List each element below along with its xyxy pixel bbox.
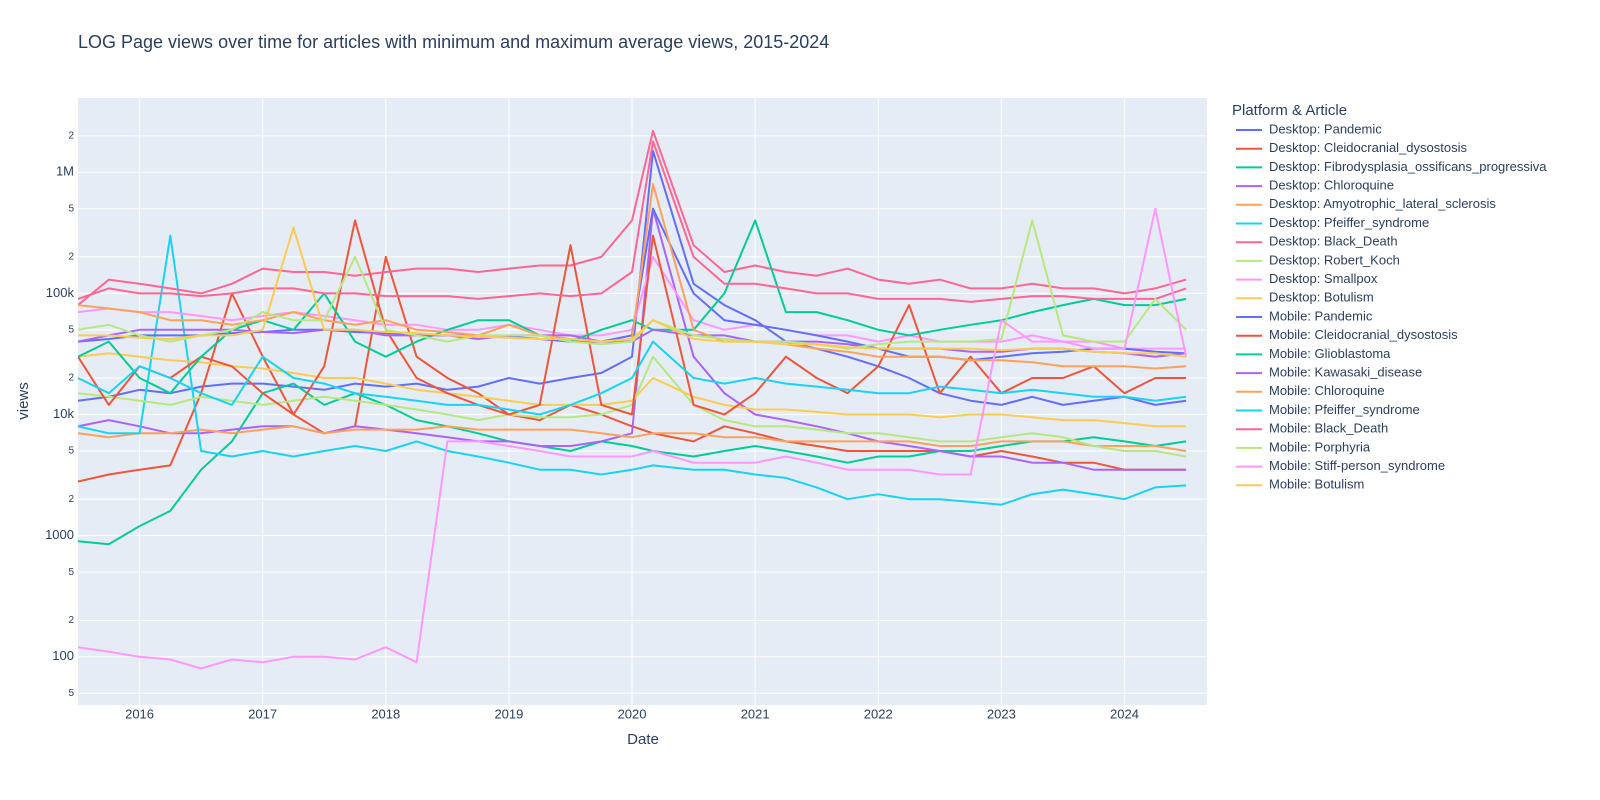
legend-label: Mobile: Glioblastoma [1269, 346, 1391, 361]
legend-label: Mobile: Pfeiffer_syndrome [1269, 402, 1420, 417]
y-tick-label: 2 [68, 130, 74, 141]
legend-label: Desktop: Amyotrophic_lateral_sclerosis [1269, 196, 1496, 211]
legend-label: Desktop: Fibrodysplasia_ossificans_progr… [1269, 159, 1547, 174]
y-tick-label: 5 [68, 567, 74, 578]
series-line [78, 352, 1187, 428]
x-tick-label: 2017 [248, 706, 277, 721]
x-tick-label: 2020 [618, 706, 647, 721]
plot-area [78, 98, 1207, 705]
legend-label: Desktop: Black_Death [1269, 234, 1398, 249]
series-line [78, 234, 1187, 506]
legend-label: Desktop: Robert_Koch [1269, 252, 1400, 267]
y-tick-label: 10k [53, 406, 74, 421]
legend-label: Desktop: Pfeiffer_syndrome [1269, 215, 1429, 230]
legend-label: Desktop: Smallpox [1269, 271, 1378, 286]
legend-label: Mobile: Pandemic [1269, 308, 1373, 323]
legend-label: Mobile: Cleidocranial_dysostosis [1269, 327, 1458, 342]
y-tick-label: 2 [68, 494, 74, 505]
y-tick-label: 100 [52, 648, 74, 663]
legend-title: Platform & Article [1232, 102, 1347, 119]
x-tick-label: 2019 [494, 706, 523, 721]
x-tick-label: 2021 [741, 706, 770, 721]
series-line [78, 129, 1187, 306]
series-line [78, 226, 1187, 358]
chart-title: LOG Page views over time for articles wi… [78, 32, 829, 52]
series-line [78, 425, 1187, 452]
legend-label: Mobile: Chloroquine [1269, 383, 1385, 398]
y-tick-label: 5 [68, 446, 74, 457]
series-line [78, 340, 1187, 416]
y-tick-label: 5 [68, 324, 74, 335]
y-tick-label: 100k [46, 285, 75, 300]
y-tick-label: 5 [68, 688, 74, 699]
legend-label: Desktop: Chloroquine [1269, 178, 1394, 193]
y-tick-label: 1M [56, 164, 74, 179]
series-line [78, 207, 1188, 670]
x-tick-label: 2024 [1110, 706, 1139, 721]
legend-label: Desktop: Cleidocranial_dysostosis [1269, 140, 1467, 155]
legend-label: Desktop: Pandemic [1269, 121, 1382, 136]
y-axis-label: views [15, 382, 32, 420]
legend-label: Mobile: Kawasaki_disease [1269, 365, 1422, 380]
y-tick-label: 1000 [45, 527, 74, 542]
series-line [78, 219, 1187, 350]
x-tick-label: 2023 [987, 706, 1016, 721]
series-line [78, 355, 1187, 458]
series-line [78, 149, 1187, 406]
x-tick-label: 2018 [371, 706, 400, 721]
legend-label: Mobile: Porphyria [1269, 439, 1371, 454]
x-tick-label: 2016 [125, 706, 154, 721]
legend-label: Desktop: Botulism [1269, 290, 1374, 305]
y-tick-label: 2 [68, 615, 74, 626]
series-line [78, 140, 1187, 303]
series-line [78, 207, 1187, 471]
legend-label: Mobile: Botulism [1269, 477, 1364, 492]
y-tick-label: 2 [68, 373, 74, 384]
legend-label: Mobile: Stiff-person_syndrome [1269, 458, 1445, 473]
legend-label: Mobile: Black_Death [1269, 421, 1388, 436]
x-tick-label: 2022 [864, 706, 893, 721]
x-axis-label: Date [627, 731, 659, 748]
y-tick-label: 5 [68, 203, 74, 214]
y-tick-label: 2 [68, 252, 74, 263]
